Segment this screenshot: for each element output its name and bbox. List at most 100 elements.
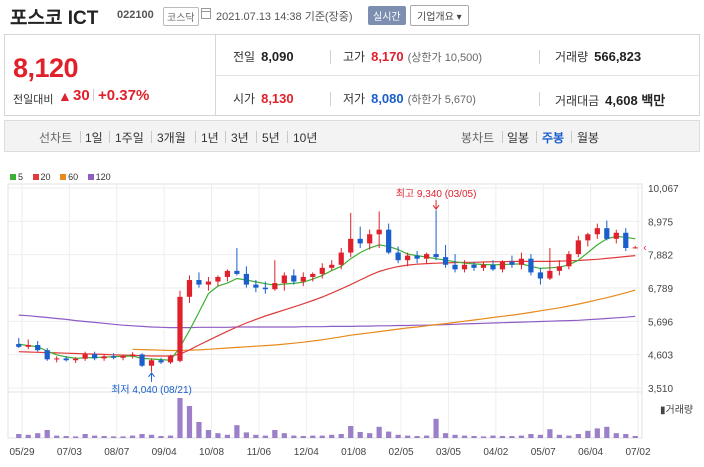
volume-bar	[129, 435, 136, 438]
candle-body	[82, 354, 88, 359]
volume-bar	[442, 433, 449, 438]
volume-bar	[215, 433, 221, 438]
x-tick-label: 04/02	[483, 447, 508, 458]
legend-label: 120	[95, 172, 111, 182]
divider	[330, 92, 331, 106]
volume-bar	[291, 435, 297, 438]
volume-bar	[300, 436, 306, 438]
y-tick-label: 5,696	[648, 317, 673, 328]
volume-bar	[92, 435, 98, 438]
candle-body	[253, 284, 259, 288]
volume-bar	[167, 435, 174, 438]
candle-body	[215, 276, 221, 282]
candle-body	[16, 344, 22, 347]
calendar-icon	[201, 8, 211, 19]
tab-1y[interactable]: 1년	[201, 131, 219, 145]
divider	[287, 131, 288, 143]
candle-body	[243, 273, 249, 285]
divider	[93, 89, 94, 101]
x-tick-label: 01/08	[341, 447, 366, 458]
volume-bar	[357, 432, 363, 438]
volume-bar	[490, 435, 496, 438]
candle-body	[329, 264, 335, 268]
candle-body	[319, 267, 325, 274]
candle-body	[54, 358, 60, 360]
low-label: 저가	[343, 92, 366, 106]
volume-bar	[25, 434, 31, 438]
x-tick-label: 05/07	[531, 447, 556, 458]
tab-3m[interactable]: 3개월	[157, 131, 186, 145]
x-tick-label: 07/02	[625, 447, 650, 458]
volume-bar	[499, 436, 506, 438]
divider	[256, 131, 257, 143]
change-value: 30	[73, 87, 90, 104]
volume-bar	[234, 425, 240, 438]
candle-body	[35, 344, 41, 351]
lower-limit: (하한가 5,670)	[407, 94, 476, 106]
low-cell: 저가 8,080 (하한가 5,670)	[343, 90, 476, 107]
tab-weekly[interactable]: 주봉	[542, 131, 565, 145]
volume-bar	[243, 432, 249, 438]
tab-3y[interactable]: 3년	[231, 131, 249, 145]
candle-body	[566, 254, 572, 267]
x-tick-label: 08/07	[104, 447, 129, 458]
candle-body	[556, 266, 562, 271]
volume-bar	[452, 434, 458, 438]
legend-item-ma20: 20	[32, 172, 51, 182]
high-value: 8,170	[371, 49, 404, 64]
amount-label: 거래대금	[555, 94, 600, 108]
high-label: 고가	[343, 50, 366, 64]
realtime-button[interactable]: 실시간	[368, 6, 406, 25]
high-annotation: 최고 9,340 (03/05)	[396, 188, 477, 200]
candle-body	[452, 264, 458, 270]
candle-body	[433, 254, 439, 258]
volume-bar	[16, 434, 22, 438]
candle-body	[129, 354, 136, 356]
volume-bar	[604, 426, 610, 438]
candle-body	[291, 275, 297, 282]
candle-body	[386, 229, 392, 253]
candle-body	[348, 238, 354, 253]
tab-daily[interactable]: 일봉	[507, 131, 530, 145]
x-tick-label: 11/06	[247, 447, 272, 458]
candle-body	[471, 264, 477, 268]
volume-value: 566,823	[594, 49, 642, 64]
change-percent: +0.37%	[98, 87, 150, 104]
candle-body	[632, 247, 638, 249]
volume-bar	[329, 434, 335, 438]
volume-label: ▮거래량	[660, 404, 693, 416]
volume-bar	[395, 434, 401, 438]
volume-bar	[44, 430, 50, 438]
volume-bar	[110, 436, 117, 438]
ma60-line	[132, 289, 636, 352]
high-cell: 고가 8,170 (상한가 10,500)	[343, 48, 482, 65]
volume-bar	[101, 436, 107, 438]
candle-body	[92, 354, 98, 359]
volume-bar	[585, 430, 591, 438]
candle-body	[167, 355, 174, 363]
tab-1w[interactable]: 1주일	[115, 131, 144, 145]
tab-1d[interactable]: 1일	[85, 131, 103, 145]
candle-body	[300, 276, 306, 282]
candle-body	[272, 283, 278, 290]
candle-body	[44, 350, 50, 360]
up-triangle-icon: ▲	[58, 88, 72, 104]
divider	[215, 75, 699, 76]
candle-body	[613, 232, 619, 239]
market-badge: 코스닥	[163, 7, 199, 26]
y-tick-label: 3,510	[648, 384, 673, 395]
stock-code: 022100	[117, 9, 154, 21]
x-tick-label: 07/03	[57, 447, 82, 458]
volume-bar	[386, 431, 392, 438]
tab-5y[interactable]: 5년	[262, 131, 280, 145]
divider	[109, 131, 110, 143]
amount-value: 4,608 백만	[605, 93, 666, 108]
legend-item-ma120: 120	[87, 172, 111, 182]
candle-body	[442, 257, 449, 265]
company-info-dropdown[interactable]: 기업개요 ▾	[410, 5, 469, 26]
tab-monthly[interactable]: 월봉	[577, 131, 600, 145]
prev-close-value: 8,090	[261, 49, 294, 64]
divider	[195, 131, 196, 143]
tab-10y[interactable]: 10년	[293, 131, 318, 145]
